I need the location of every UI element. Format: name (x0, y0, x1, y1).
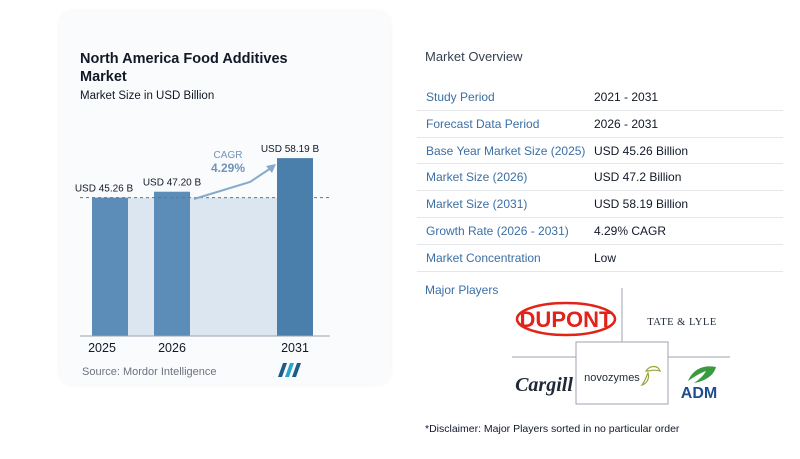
overview-row-value: 4.29% CAGR (594, 223, 667, 238)
category-label: 2026 (158, 341, 186, 355)
bar-chart: USD 45.26 B 2025 USD 47.20 B 2026 USD 58.19 … (75, 144, 330, 355)
novozymes-logo-text: novozymes (584, 372, 640, 384)
tate-lyle-logo-icon: TATE & LYLE (647, 317, 717, 328)
bar-2031 (277, 158, 313, 336)
chart-source: Source: Mordor Intelligence (82, 366, 217, 378)
novozymes-logo-box (575, 341, 669, 405)
data-label: USD 45.26 B (75, 184, 134, 195)
chart-title: North America Food Additives Market (80, 51, 288, 85)
overview-row-label: Market Size (2026) (426, 170, 528, 185)
dupont-logo-icon: DUPONT (515, 301, 617, 337)
data-label: USD 58.19 B (261, 144, 320, 155)
mordor-intelligence-logo-icon (278, 363, 301, 377)
overview-table: Study Period 2021 - 2031 Forecast Data Per… (417, 84, 783, 272)
disclaimer: *Disclaimer: Major Players sorted in no … (425, 423, 680, 435)
cargill-logo-icon: Cargill (515, 374, 573, 396)
overview-row-value: USD 58.19 Billion (594, 197, 689, 212)
overview-row-value: Low (594, 250, 617, 265)
cagr-label: CAGR (214, 150, 243, 161)
cagr-arrow-icon (193, 165, 275, 200)
dupont-logo-text: DUPONT (520, 307, 613, 332)
overview-row-label: Growth Rate (2026 - 2031) (426, 223, 569, 238)
category-label: 2031 (281, 341, 309, 355)
overview-row-value: 2021 - 2031 (594, 90, 659, 104)
bar-2026 (154, 191, 190, 336)
chart-subtitle: Market Size in USD Billion (80, 90, 215, 102)
overview-row-label: Market Concentration (426, 250, 541, 265)
adm-logo-text: ADM (681, 385, 717, 402)
cagr-arrowhead-icon (266, 164, 276, 173)
overview-row: Market Size (2031) USD 58.19 Billion (417, 191, 783, 218)
overview-row: Growth Rate (2026 - 2031) 4.29% CAGR (417, 218, 783, 245)
category-label: 2025 (88, 341, 116, 355)
novozymes-logo-icon: novozymes (584, 365, 661, 386)
overview-row-label: Base Year Market Size (2025) (426, 143, 586, 158)
overview-row-label: Market Size (2031) (426, 197, 528, 212)
adm-logo-icon: ADM (681, 366, 717, 402)
overview-title: Market Overview (425, 49, 523, 64)
overview-row: Market Concentration Low (417, 245, 783, 272)
overview-row-value: 2026 - 2031 (594, 116, 659, 131)
overview-row-value: USD 45.26 Billion (594, 143, 689, 158)
data-label: USD 47.20 B (143, 178, 202, 189)
overview-row-value: USD 47.2 Billion (594, 170, 682, 185)
overview-row-label: Forecast Data Period (426, 116, 540, 131)
overview-row: Study Period 2021 - 2031 (417, 84, 783, 111)
overview-row: Base Year Market Size (2025) USD 45.26 Bi… (417, 138, 783, 165)
overview-row-label: Study Period (426, 90, 495, 104)
bar-2025 (92, 197, 128, 336)
overview-row: Market Size (2026) USD 47.2 Billion (417, 164, 783, 192)
major-players-title: Major Players (425, 283, 499, 297)
overview-row: Forecast Data Period 2026 - 2031 (417, 111, 783, 138)
cagr-value: 4.29% (211, 161, 245, 175)
